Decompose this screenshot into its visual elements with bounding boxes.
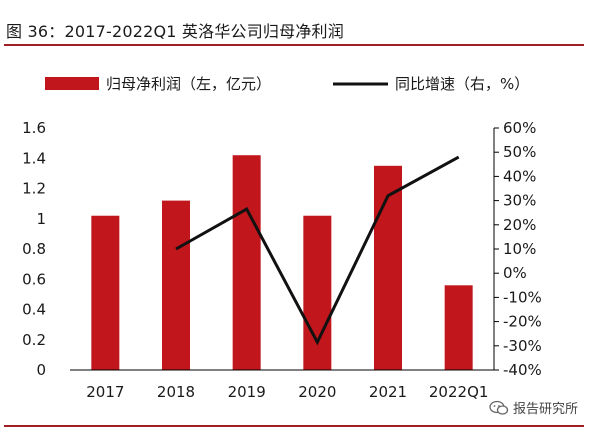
bar-2017 bbox=[91, 215, 120, 370]
bar-2018 bbox=[162, 200, 190, 370]
legend-bar-label: 归母净利润（左，亿元） bbox=[106, 75, 271, 93]
y-right-tick-label: 0% bbox=[503, 264, 527, 282]
x-tick-label: 2017 bbox=[86, 383, 124, 401]
figure-title: 图 36：2017-2022Q1 英洛华公司归母净利润 bbox=[6, 22, 344, 41]
y-right-tick-label: 10% bbox=[503, 240, 536, 258]
title-divider bbox=[4, 44, 584, 46]
y-left-tick-label: 1.2 bbox=[22, 180, 46, 198]
legend-line-label: 同比增速（右，%） bbox=[395, 75, 529, 93]
bottom-divider bbox=[4, 425, 584, 427]
bar-2021 bbox=[374, 165, 402, 370]
x-tick-label: 2022Q1 bbox=[429, 383, 489, 401]
y-left-tick-label: 0.2 bbox=[22, 331, 46, 349]
x-tick-label: 2021 bbox=[369, 383, 407, 401]
y-axis-left: 0 0.2 0.4 0.6 0.8 1 1.2 1.4 1.6 bbox=[22, 119, 46, 379]
y-left-tick-label: 1.4 bbox=[22, 149, 46, 167]
y-right-tick-label: -20% bbox=[503, 313, 542, 331]
x-tick-label: 2020 bbox=[298, 383, 336, 401]
wechat-icon bbox=[489, 400, 509, 415]
y-right-tick-label: 50% bbox=[503, 143, 536, 161]
x-axis: 2017 2018 2019 2020 2021 2022Q1 bbox=[70, 369, 494, 401]
y-right-tick-label: -10% bbox=[503, 288, 542, 306]
bar-series bbox=[91, 155, 473, 370]
y-right-tick-label: 40% bbox=[503, 167, 536, 185]
y-right-tick-label: -40% bbox=[503, 361, 542, 379]
y-right-tick-label: 20% bbox=[503, 216, 536, 234]
y-left-tick-label: 0.6 bbox=[22, 270, 46, 288]
y-right-tick-label: -30% bbox=[503, 337, 542, 355]
y-left-tick-label: 1 bbox=[36, 210, 46, 228]
x-tick-label: 2018 bbox=[157, 383, 195, 401]
y-left-tick-label: 0.8 bbox=[22, 240, 46, 258]
watermark: 报告研究所 bbox=[489, 398, 578, 417]
y-left-tick-label: 0 bbox=[36, 361, 46, 379]
y-axis-right: -40% -30% -20% -10% 0% 10% 20% 30% 40% 50% 60% bbox=[493, 119, 542, 379]
watermark-label: 报告研究所 bbox=[513, 402, 579, 417]
legend-bar-swatch bbox=[45, 77, 99, 90]
y-left-tick-label: 0.4 bbox=[22, 301, 46, 319]
bar-2019 bbox=[232, 155, 261, 370]
y-right-tick-label: 30% bbox=[503, 192, 536, 210]
y-right-tick-label: 60% bbox=[503, 119, 536, 137]
legend: 归母净利润（左，亿元） 同比增速（右，%） bbox=[45, 75, 529, 93]
y-left-tick-label: 1.6 bbox=[22, 119, 46, 137]
bar-2022Q1 bbox=[444, 285, 473, 370]
bar-2020 bbox=[303, 215, 332, 370]
x-tick-label: 2019 bbox=[228, 383, 266, 401]
